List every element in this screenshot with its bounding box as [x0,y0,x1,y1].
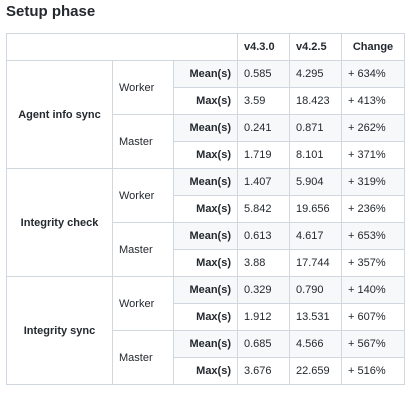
v425-cell: 17.744 [289,249,342,277]
header-cell-empty [6,33,238,61]
v425-cell: 8.101 [289,141,342,169]
metric-cell: Max(s) [173,303,238,331]
change-cell: + 140% [341,276,405,304]
table-row: Integrity check Worker Mean(s) 1.407 5.9… [6,168,405,277]
v430-cell: 1.407 [237,168,290,196]
metric-cell: Mean(s) [173,114,238,142]
phase-cell: Agent info sync [6,60,113,169]
v425-cell: 0.871 [289,114,342,142]
change-cell: + 516% [341,357,405,385]
change-cell: + 607% [341,303,405,331]
v430-cell: 3.59 [237,87,290,115]
metric-cell: Mean(s) [173,222,238,250]
change-cell: + 567% [341,330,405,358]
change-cell: + 634% [341,60,405,88]
phase-cell: Integrity sync [6,276,113,385]
v430-cell: 1.912 [237,303,290,331]
change-cell: + 319% [341,168,405,196]
change-cell: + 371% [341,141,405,169]
table-row: Max(s) 3.59 18.423 + 413% [7,87,405,115]
table-row: Master Mean(s) 0.613 4.617 + 653% [7,222,405,277]
metric-cell: Max(s) [173,357,238,385]
change-cell: + 413% [341,87,405,115]
header-cell-v430: v4.3.0 [237,33,290,61]
v425-cell: 5.904 [289,168,342,196]
metric-cell: Max(s) [173,195,238,223]
table-row: Master Mean(s) 0.685 4.566 + 567% [7,330,405,385]
table-row: Max(s) 3.88 17.744 + 357% [7,249,405,277]
change-cell: + 236% [341,195,405,223]
header-row: v4.3.0 v4.2.5 Change [6,33,405,61]
table-row: Max(s) 1.719 8.101 + 371% [7,141,405,169]
metric-cell: Mean(s) [173,168,238,196]
table-row: Max(s) 5.842 19.656 + 236% [7,195,405,223]
header-cell-change: Change [341,33,405,61]
v425-cell: 4.566 [289,330,342,358]
table-row: Master Mean(s) 0.241 0.871 + 262% [7,114,405,169]
role-cell: Worker [112,276,174,331]
v430-cell: 3.88 [237,249,290,277]
v430-cell: 3.676 [237,357,290,385]
role-cell: Master [112,222,174,277]
v425-cell: 4.295 [289,60,342,88]
change-cell: + 357% [341,249,405,277]
role-cell: Worker [112,60,174,115]
v430-cell: 1.719 [237,141,290,169]
table-row: Integrity sync Worker Mean(s) 0.329 0.79… [6,276,405,385]
v425-cell: 4.617 [289,222,342,250]
v430-cell: 0.329 [237,276,290,304]
change-cell: + 653% [341,222,405,250]
metric-cell: Max(s) [173,249,238,277]
role-cell: Master [112,330,174,385]
table-row: Max(s) 3.676 22.659 + 516% [7,357,405,385]
v430-cell: 0.613 [237,222,290,250]
v425-cell: 13.531 [289,303,342,331]
metric-cell: Mean(s) [173,330,238,358]
metric-cell: Mean(s) [173,276,238,304]
v430-cell: 0.585 [237,60,290,88]
change-cell: + 262% [341,114,405,142]
v425-cell: 22.659 [289,357,342,385]
table-row: Max(s) 1.912 13.531 + 607% [7,303,405,331]
table-row: Agent info sync Worker Mean(s) 0.585 4.2… [6,60,405,169]
metric-cell: Max(s) [173,141,238,169]
v430-cell: 5.842 [237,195,290,223]
phase-cell: Integrity check [6,168,113,277]
v430-cell: 0.685 [237,330,290,358]
v425-cell: 0.790 [289,276,342,304]
role-cell: Master [112,114,174,169]
page-title: Setup phase [6,3,96,20]
v425-cell: 19.656 [289,195,342,223]
metric-cell: Mean(s) [173,60,238,88]
role-cell: Worker [112,168,174,223]
v430-cell: 0.241 [237,114,290,142]
metric-cell: Max(s) [173,87,238,115]
header-cell-v425: v4.2.5 [289,33,342,61]
v425-cell: 18.423 [289,87,342,115]
results-table: v4.3.0 v4.2.5 Change Agent info sync Wor… [6,33,405,385]
